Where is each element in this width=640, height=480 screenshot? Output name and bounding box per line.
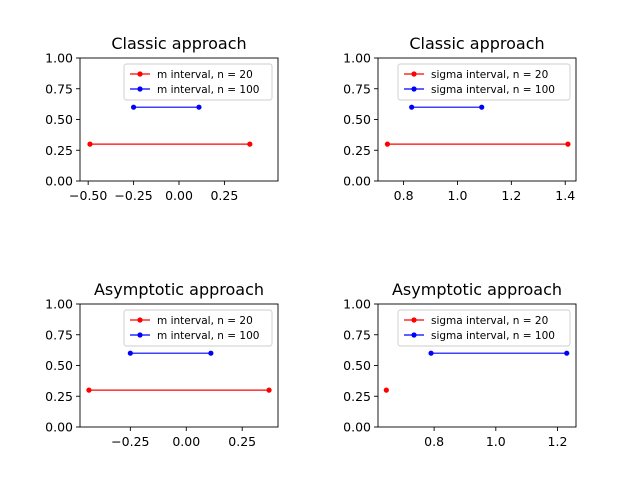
legend-swatch-marker [411, 86, 417, 92]
data-point [127, 350, 133, 356]
legend-label: m interval, n = 100 [157, 330, 259, 342]
y-tick-label: 0.25 [45, 143, 73, 158]
y-tick-label: 0.50 [343, 358, 371, 373]
legend-label: sigma interval, n = 100 [431, 84, 555, 96]
subplot-title: Asymptotic approach [94, 280, 264, 299]
legend-swatch-marker [411, 332, 417, 338]
subplot-title: Classic approach [111, 34, 246, 53]
data-point [383, 387, 389, 393]
legend-label: sigma interval, n = 20 [431, 69, 548, 81]
x-tick-label: 0.8 [424, 434, 444, 449]
legend-item: sigma interval, n = 100 [404, 330, 555, 342]
x-tick-label: 0.00 [172, 434, 200, 449]
y-tick-label: 1.00 [45, 51, 73, 66]
y-tick-label: 0.50 [45, 112, 73, 127]
data-point [565, 141, 571, 147]
data-point [564, 350, 570, 356]
x-tick-label: −0.50 [69, 188, 107, 203]
y-tick-label: 0.00 [343, 420, 371, 435]
legend-label: m interval, n = 20 [157, 315, 253, 327]
x-tick-label: 0.25 [210, 188, 238, 203]
series-n20 [86, 387, 272, 393]
legend-box [397, 309, 571, 347]
legend-item: m interval, n = 100 [130, 330, 259, 342]
x-tick-label: 0.25 [228, 434, 256, 449]
legend-label: m interval, n = 100 [157, 84, 259, 96]
x-tick-label: 1.4 [555, 188, 575, 203]
legend: sigma interval, n = 20 sigma interval, n … [397, 309, 571, 347]
legend: m interval, n = 20 m interval, n = 100 [123, 63, 273, 101]
y-tick-label: 0.75 [343, 81, 371, 96]
x-tick-label: 0.00 [165, 188, 193, 203]
data-point [479, 104, 485, 110]
data-point [409, 104, 415, 110]
data-point [196, 104, 202, 110]
y-tick-label: 0.25 [45, 389, 73, 404]
series-n20 [384, 141, 571, 147]
legend-box [397, 63, 571, 101]
x-tick-label: −0.25 [111, 434, 149, 449]
series-n20 [383, 387, 389, 393]
legend-item: sigma interval, n = 20 [404, 315, 548, 327]
y-tick-label: 1.00 [45, 297, 73, 312]
data-point [384, 141, 391, 147]
legend-swatch-marker [137, 317, 143, 323]
subplot-3: Asymptotic approach 0.00 0.25 0.50 0.75 1.00 −… [45, 280, 279, 449]
y-tick-label: 0.75 [45, 81, 73, 96]
y-tick-label: 0.75 [45, 327, 73, 342]
data-point [130, 104, 137, 110]
subplot-title: Classic approach [409, 34, 544, 53]
subplot-title: Asymptotic approach [392, 280, 562, 299]
legend-box [123, 63, 273, 101]
y-tick-label: 0.00 [343, 174, 371, 189]
data-point [428, 350, 434, 356]
legend: sigma interval, n = 20 sigma interval, n … [397, 63, 571, 101]
y-tick-label: 0.50 [45, 358, 73, 373]
subplot-4: Asymptotic approach 0.00 0.25 0.50 0.75 1.00 0… [343, 280, 577, 449]
subplot-2: Classic approach 0.00 0.25 0.50 0.75 1.00 0.8 1… [343, 34, 577, 203]
data-point [208, 350, 214, 356]
y-tick-label: 0.00 [45, 420, 73, 435]
legend-label: sigma interval, n = 100 [431, 330, 555, 342]
subplot-1: Classic approach 0.00 0.25 0.50 0.75 1.00 −0.5… [45, 34, 279, 203]
legend-item: m interval, n = 100 [130, 84, 259, 96]
legend-swatch-marker [137, 86, 143, 92]
legend-item: sigma interval, n = 20 [404, 69, 548, 81]
y-tick-label: 1.00 [343, 51, 371, 66]
legend-item: m interval, n = 20 [130, 69, 253, 81]
legend-item: m interval, n = 20 [130, 315, 253, 327]
data-point [86, 387, 92, 393]
series-n100 [130, 104, 202, 110]
legend: m interval, n = 20 m interval, n = 100 [123, 309, 273, 347]
y-tick-label: 0.00 [45, 174, 73, 189]
data-point [87, 141, 93, 147]
data-point [247, 141, 253, 147]
y-tick-label: 0.50 [343, 112, 371, 127]
y-tick-label: 0.75 [343, 327, 371, 342]
legend-label: sigma interval, n = 20 [431, 315, 548, 327]
series-n20 [87, 141, 253, 147]
legend-swatch-marker [411, 71, 417, 77]
legend-swatch-marker [137, 332, 143, 338]
x-tick-label: 1.0 [486, 434, 506, 449]
x-tick-label: 1.2 [548, 434, 568, 449]
legend-label: m interval, n = 20 [157, 69, 253, 81]
y-tick-label: 0.25 [343, 389, 371, 404]
series-n100 [409, 104, 485, 110]
legend-item: sigma interval, n = 100 [404, 84, 555, 96]
y-tick-label: 1.00 [343, 297, 371, 312]
series-n100 [127, 350, 214, 356]
x-tick-label: −0.25 [114, 188, 152, 203]
legend-swatch-marker [411, 317, 417, 323]
legend-swatch-marker [137, 71, 143, 77]
legend-box [123, 309, 273, 347]
y-tick-label: 0.25 [343, 143, 371, 158]
data-point [266, 387, 272, 393]
x-tick-label: 0.8 [394, 188, 414, 203]
x-tick-label: 1.0 [448, 188, 468, 203]
x-tick-label: 1.2 [501, 188, 521, 203]
series-n100 [428, 350, 570, 356]
